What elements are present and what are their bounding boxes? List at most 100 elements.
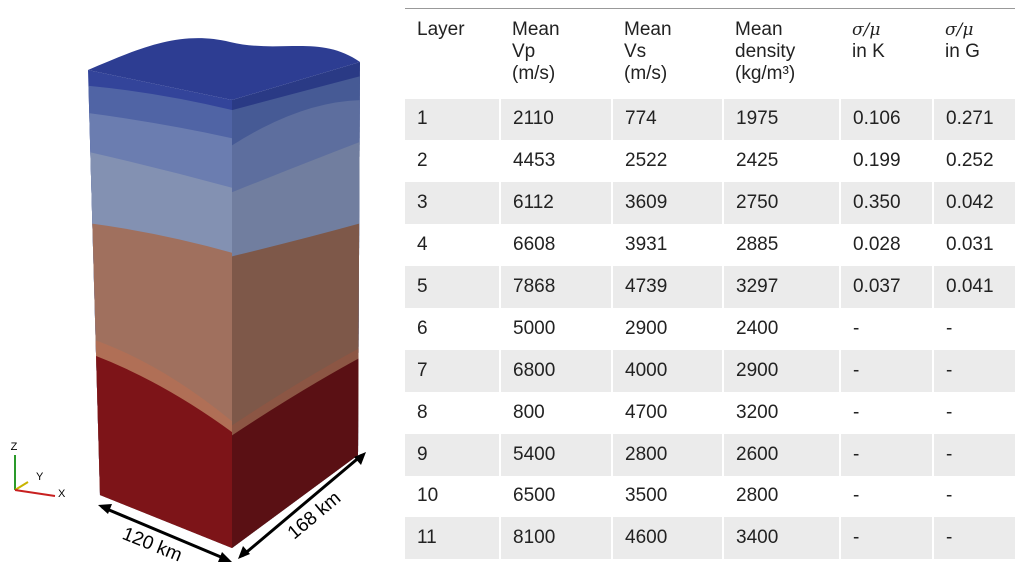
table-row: 2 4453 2522 2425 0.199 0.252 — [405, 140, 1015, 183]
table-cell: 7 — [405, 349, 500, 392]
table-cell: 8100 — [499, 517, 612, 560]
table-cell: 6800 — [499, 349, 612, 392]
table-cell: 3297 — [722, 266, 840, 308]
header-line: Mean — [512, 19, 560, 40]
table-cell: 2900 — [611, 307, 723, 350]
table-cell: 4600 — [611, 517, 723, 560]
table-row: 11 8100 4600 3400- - — [405, 517, 1015, 560]
table-cell: 0.271 — [932, 98, 1015, 141]
header-cell: Mean density (kg/m³) — [723, 8, 840, 99]
table-cell: - — [839, 517, 933, 560]
table-cell: 774 — [611, 98, 723, 141]
table-cell: 3200 — [722, 391, 840, 434]
table-cell: 0.041 — [932, 266, 1015, 308]
header-line: Layer — [417, 19, 465, 40]
header-line: (kg/m³) — [735, 63, 796, 84]
table-cell: - — [932, 349, 1015, 392]
header-cell: σ/μ in K — [840, 8, 933, 99]
table-cell: 2900 — [722, 349, 840, 392]
table-row: 3 6112 3609 2750 0.350 0.042 — [405, 182, 1015, 225]
table-cell: 0.028 — [839, 224, 933, 267]
properties-table: Layer Mean Vp (m/s) Mean Vs (m/s) Mean density (k… — [405, 8, 1015, 560]
header-cell: Mean Vs (m/s) — [612, 8, 723, 99]
table-cell: 7868 — [499, 266, 612, 308]
table-cell: - — [839, 349, 933, 392]
table-cell: 3400 — [722, 517, 840, 560]
dimension-label: 120 km — [119, 523, 185, 566]
header-line: Mean — [735, 19, 783, 40]
table-cell: 3500 — [611, 475, 723, 518]
header-line: Vp — [512, 41, 536, 62]
header-line: in G — [945, 41, 980, 62]
table-cell: 4000 — [611, 349, 723, 392]
table-cell: 6 — [417, 317, 428, 339]
table-row: 4 6608 3931 2885 0.028 0.031 — [405, 224, 1015, 267]
table-cell: 2800 — [722, 475, 840, 518]
header-line: in K — [852, 41, 885, 62]
table-cell: 800 — [499, 391, 612, 434]
table-cell: - — [932, 307, 1015, 350]
table-row: 9 5400 2800 2600- - — [405, 433, 1015, 476]
table-cell: 2 — [417, 150, 428, 172]
table-cell: 5 — [405, 266, 500, 308]
table-row: 7 6800 4000 2900- - — [405, 349, 1015, 392]
table-cell: - — [839, 475, 933, 518]
header-cell: σ/μ in G — [933, 8, 1015, 99]
header-line: σ/μ — [945, 20, 974, 40]
table-cell: 2885 — [722, 224, 840, 267]
header-line: density — [735, 41, 796, 62]
table-cell: - — [932, 433, 1015, 476]
table-cell: 3609 — [611, 182, 723, 225]
table-cell: 2600 — [722, 433, 840, 476]
header-line: (m/s) — [624, 63, 668, 84]
header-line: Mean — [624, 19, 672, 40]
table-cell: 6112 — [499, 182, 612, 225]
table-cell: 1975 — [722, 98, 840, 141]
table-cell: 3931 — [611, 224, 723, 267]
table-row: 6 5000 2900 2400- - — [405, 307, 1015, 350]
table-cell: 0.350 — [839, 182, 933, 225]
dimension-arrows — [98, 452, 366, 562]
table-row: 8 800 4700 3200- - — [405, 391, 1015, 434]
table-cell: 5000 — [499, 307, 612, 350]
table-row: 5 7868 4739 3297 0.037 0.041 — [405, 266, 1015, 308]
table-cell: 2522 — [611, 140, 723, 183]
table-cell: 4700 — [611, 391, 723, 434]
axis-label: X — [58, 488, 66, 500]
table-cell: 0.037 — [839, 266, 933, 308]
table-cell: 0.106 — [839, 98, 933, 141]
table-cell: 2800 — [611, 433, 723, 476]
table-cell: 0.252 — [932, 140, 1015, 183]
table-cell: 9 — [405, 433, 500, 476]
table-cell: - — [932, 517, 1015, 560]
axis-label: Z — [11, 441, 18, 453]
table-cell: 2110 — [499, 98, 612, 141]
table-cell: 0.199 — [839, 140, 933, 183]
table-row: 10 6500 3500 2800- - — [405, 475, 1015, 518]
table-cell: 10 — [417, 485, 439, 507]
table-cell: 2750 — [722, 182, 840, 225]
header-cell: Layer — [405, 8, 500, 99]
table-cell: 6608 — [499, 224, 612, 267]
axis-triad: Z Y X — [11, 441, 66, 500]
table-cell: - — [839, 391, 933, 434]
table-cell: - — [932, 475, 1015, 518]
table-cell: 0.042 — [932, 182, 1015, 225]
table-cell: 8 — [417, 401, 428, 423]
header-line: σ/μ — [852, 20, 881, 40]
table-cell: - — [839, 433, 933, 476]
table-cell: 4 — [417, 234, 428, 256]
table-cell: 5400 — [499, 433, 612, 476]
table-cell: 2400 — [722, 307, 840, 350]
left-face — [88, 70, 232, 548]
axis-label: Y — [36, 471, 44, 483]
table-cell: 4453 — [499, 140, 612, 183]
table-cell: 2425 — [722, 140, 840, 183]
right-face — [232, 62, 360, 548]
header-line: (m/s) — [512, 63, 556, 84]
table-cell: 4739 — [611, 266, 723, 308]
header-cell: Mean Vp (m/s) — [500, 8, 612, 99]
top-surface — [88, 38, 360, 100]
table-cell: 0.031 — [932, 224, 1015, 267]
